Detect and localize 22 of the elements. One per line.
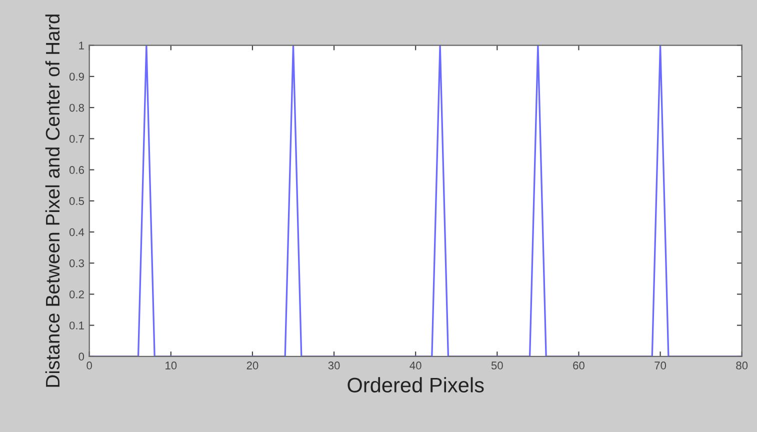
y-tick-label: 0.6 [69,166,84,174]
x-tick-label: 70 [654,362,666,370]
y-tick-label: 0.5 [69,197,84,206]
y-tick-label: 0.2 [69,290,84,298]
x-axis-title: Ordered Pixels [348,377,484,392]
x-tick-label: 0 [86,362,92,370]
x-tick-label: 20 [246,362,258,370]
y-tick-label: 0 [78,352,84,361]
y-tick-label: 0.9 [69,72,84,81]
y-tick-label: 0.4 [69,228,84,236]
x-tick-label: 80 [736,362,748,370]
y-tick-label: 1 [79,42,84,50]
y-tick-label: 0.1 [69,322,84,330]
x-tick-label: 40 [410,362,422,370]
x-tick-label: 60 [573,362,584,370]
y-tick-label: 0.8 [69,104,84,112]
x-tick-label: 30 [328,362,340,370]
y-tick-label: 0.3 [69,259,84,268]
x-tick-label: 10 [166,362,177,370]
y-axis-title: Distance Between Pixel and Center of Hard [45,14,60,387]
y-tick-label: 0.7 [69,134,84,143]
x-tick-label: 50 [491,362,503,370]
